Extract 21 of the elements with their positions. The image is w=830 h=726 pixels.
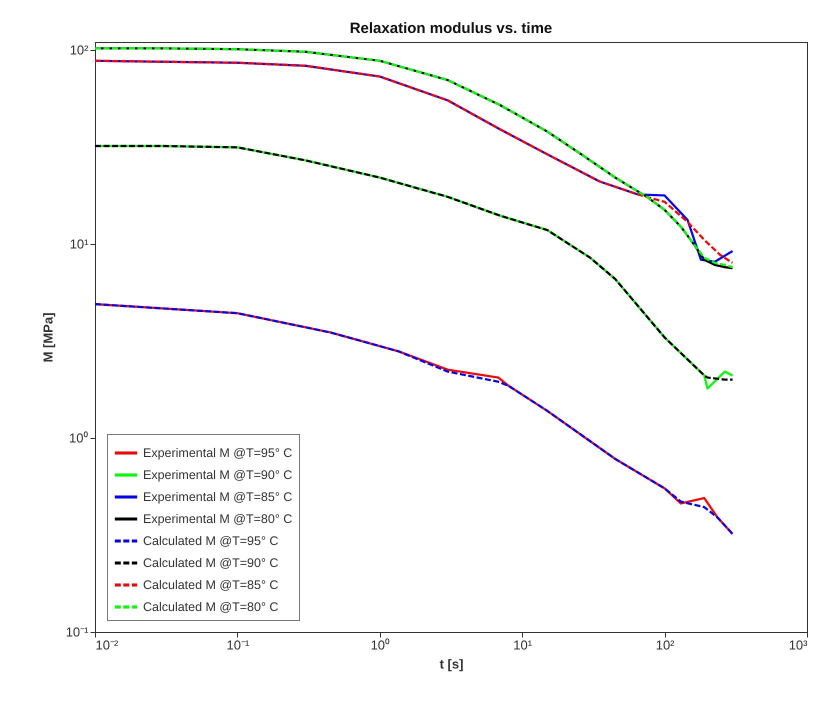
legend-label: Experimental M @T=95° C: [143, 446, 292, 460]
legend-label: Calculated M @T=90° C: [143, 556, 278, 570]
x-tick-label: 10¹: [513, 638, 533, 652]
x-tick-label: 10⁻¹: [226, 638, 250, 652]
x-tick-label: 10⁰: [370, 638, 390, 652]
legend-label: Experimental M @T=90° C: [143, 468, 292, 482]
y-tick-label: 10²: [70, 42, 90, 58]
x-tick-label: 10³: [788, 638, 808, 652]
x-axis-title: t [s]: [440, 656, 464, 672]
chart-title: Relaxation modulus vs. time: [350, 20, 552, 37]
legend-label: Calculated M @T=95° C: [143, 534, 278, 548]
x-tick-label: 10⁻²: [96, 638, 119, 652]
y-tick-label: 10⁰: [69, 430, 88, 446]
y-axis-title: M [MPa]: [40, 312, 56, 362]
legend-label: Calculated M @T=80° C: [143, 600, 278, 614]
x-tick-label: 10²: [656, 638, 676, 652]
y-tick-label: 10¹: [70, 236, 90, 252]
legend-label: Calculated M @T=85° C: [143, 578, 278, 592]
legend-label: Experimental M @T=80° C: [143, 512, 292, 526]
legend-label: Experimental M @T=85° C: [143, 490, 292, 504]
y-tick-label: 10⁻¹: [66, 624, 90, 640]
